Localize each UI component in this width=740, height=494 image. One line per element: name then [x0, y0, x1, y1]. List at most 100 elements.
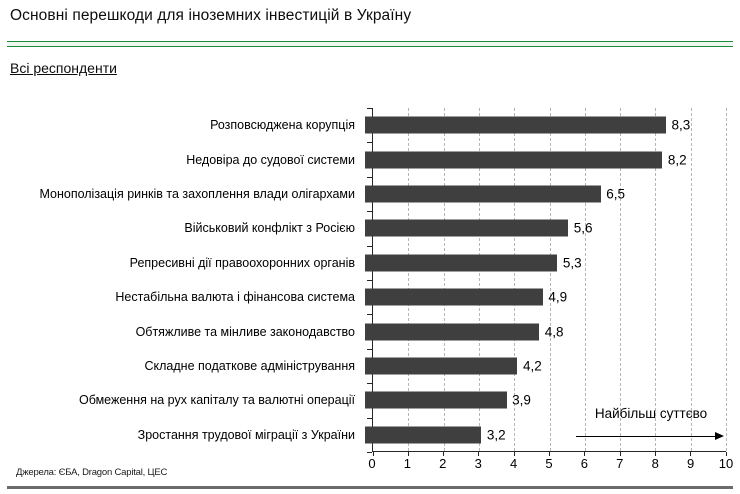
bar-row: Військовий конфлікт з Росією 5,6: [10, 211, 726, 245]
bar: [365, 219, 569, 237]
gridline: [655, 108, 657, 451]
value-label: 6,5: [606, 186, 626, 202]
bar: [365, 151, 663, 169]
category-label: Розповсюджена корупція: [210, 118, 355, 133]
bar-row: Репресивні дії правоохоронних органів 5,3: [10, 246, 726, 280]
bar-chart: Розповсюджена корупція 8,3 Недовіра до суд…: [10, 108, 727, 456]
bar: [365, 357, 518, 375]
value-label: 4,9: [548, 289, 568, 305]
x-axis-tick: [549, 452, 550, 456]
gridline: [408, 108, 410, 451]
bar-track: 4,9: [364, 280, 726, 314]
page-title: Основні перешкоди для іноземних інвестиц…: [10, 7, 412, 24]
category-label: Зростання трудової міграції з України: [137, 427, 355, 442]
bar-row: Нестабільна валюта і фінансова система 4,…: [10, 280, 726, 314]
bar-row: Обмеження на рух капіталу та валютні опе…: [10, 383, 726, 417]
x-axis-tick-label: 8: [651, 456, 659, 471]
bar-row: Складне податкове адміністрування 4,2: [10, 349, 726, 383]
x-axis-tick-label: 0: [368, 456, 376, 471]
bar: [365, 254, 558, 272]
bar: [365, 391, 507, 409]
y-axis-tick: [367, 383, 372, 385]
bar-track: 4,2: [364, 349, 726, 383]
gridline: [478, 108, 480, 451]
x-axis-tick-label: 3: [474, 456, 482, 471]
y-axis-tick: [367, 176, 372, 178]
category-label: Недовіра до судової системи: [186, 152, 355, 167]
footer-divider: [7, 486, 733, 489]
bar-row: Зростання трудової міграції з України 3,2: [10, 418, 726, 452]
source-note: Джерела: ЄБА, Dragon Capital, ЦЕС: [16, 467, 168, 478]
bar-row: Недовіра до судової системи 8,2: [10, 142, 726, 176]
bar-track: 8,2: [364, 142, 726, 176]
x-axis-tick-label: 4: [509, 456, 518, 471]
y-axis-tick: [367, 245, 372, 247]
y-axis-tick: [367, 211, 372, 213]
value-label: 3,9: [512, 392, 531, 408]
x-axis-tick: [513, 452, 515, 456]
x-axis-tick: [619, 452, 621, 456]
category-label: Складне податкове адміністрування: [144, 358, 356, 373]
bar: [365, 288, 543, 306]
right-arrow-icon: [576, 431, 724, 440]
bar-track: 3,2: [364, 418, 726, 452]
bar: [365, 185, 601, 203]
gridline: [690, 108, 692, 451]
x-axis-tick: [584, 452, 586, 456]
category-label: Обмеження на рух капіталу та валютні опе…: [78, 393, 355, 408]
annotation-most-significant: Найбільш суттєво: [594, 406, 708, 421]
bar-row: Обтяжливе та мінливе законодавство 4,8: [10, 314, 726, 348]
arrowhead-icon: [715, 431, 724, 440]
x-axis-tick-label: 5: [545, 456, 553, 471]
x-axis-tick: [654, 452, 656, 456]
bar: [365, 116, 666, 134]
x-axis-tick: [725, 452, 727, 456]
bar-track: 4,8: [364, 314, 726, 348]
x-axis-tick: [478, 452, 480, 456]
x-axis-tick-label: 10: [718, 456, 734, 471]
x-axis-tick: [407, 452, 409, 456]
y-axis-tick: [367, 142, 372, 144]
plot-grid: [367, 108, 727, 456]
gridline: [584, 108, 586, 451]
x-axis-tick: [372, 452, 374, 456]
x-axis-tick-label: 6: [580, 456, 589, 471]
bar: [365, 323, 540, 341]
value-label: 8,2: [667, 152, 687, 168]
y-axis-tick: [367, 280, 372, 281]
bar-track: 5,6: [364, 211, 726, 245]
bar-row: Розповсюджена корупція 8,3: [10, 108, 726, 142]
y-axis-tick: [367, 314, 372, 316]
category-label: Нестабільна валюта і фінансова система: [115, 290, 355, 305]
value-label: 4,8: [544, 324, 564, 340]
value-label: 3,2: [486, 427, 506, 443]
title-divider: [7, 41, 733, 47]
x-axis-tick: [690, 452, 692, 456]
x-axis-tick-label: 7: [616, 456, 624, 471]
category-label: Обтяжливе та мінливе законодавство: [135, 324, 355, 339]
bar-track: 5,3: [364, 246, 726, 280]
bar-row: Монополізація ринків та захоплення влади…: [10, 177, 726, 211]
y-axis-tick: [367, 108, 372, 109]
bar-track: 6,5: [364, 177, 726, 211]
gridline: [443, 108, 445, 451]
y-axis-tick: [367, 452, 372, 453]
value-label: 5,6: [573, 220, 593, 236]
gridline: [620, 108, 622, 451]
gridline: [514, 108, 516, 451]
gridline: [726, 108, 727, 451]
x-axis-tick-label: 1: [403, 456, 412, 471]
y-axis-tick: [367, 417, 372, 419]
value-label: 8,3: [671, 117, 691, 133]
x-axis-labels: 0 1 2 3 4 5 6 7 8 9 10: [368, 456, 733, 472]
value-label: 4,2: [523, 358, 542, 374]
category-label: Монополізація ринків та захоплення влади…: [39, 186, 355, 201]
x-axis-tick-label: 2: [439, 456, 447, 471]
category-label: Репресивні дії правоохоронних органів: [129, 255, 355, 270]
bar-rows: Розповсюджена корупція 8,3 Недовіра до суд…: [10, 108, 726, 452]
chart-subtitle: Всі респонденти: [10, 60, 117, 76]
gridline: [549, 108, 551, 451]
bar: [365, 426, 482, 444]
bar-track: 8,3: [364, 108, 726, 142]
